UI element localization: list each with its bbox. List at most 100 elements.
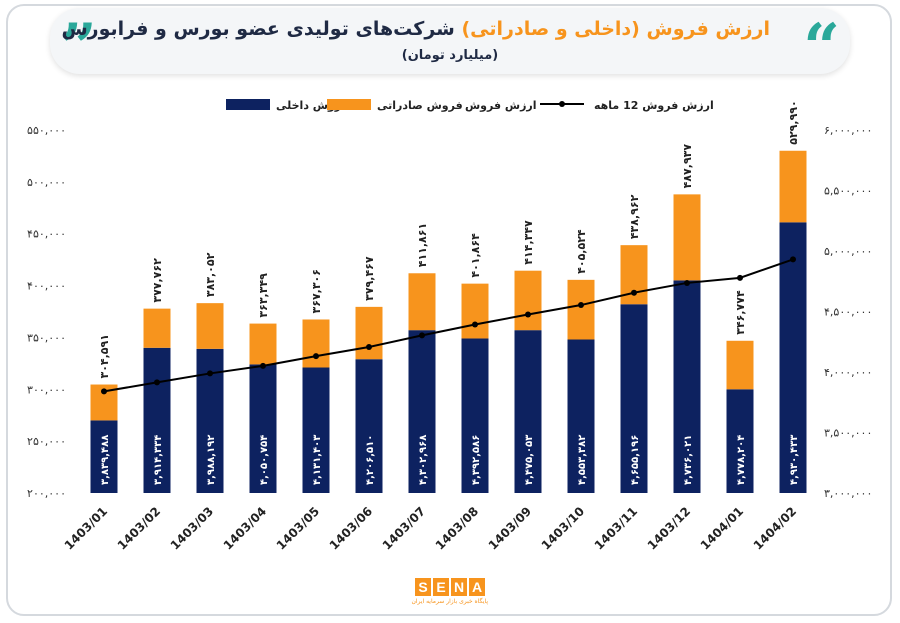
logo-letter: A [469, 578, 485, 596]
y-left-tick-label: ۴۵۰,۰۰۰ [27, 228, 66, 241]
rolling-12m-line [103, 258, 794, 393]
bar-domestic [249, 364, 277, 493]
rolling-data-label: ۴,۶۵۵,۱۹۶ [630, 435, 641, 485]
total-data-label: ۳۰۴,۵۹۱ [98, 334, 111, 378]
bar-export [673, 194, 701, 281]
bar-export [355, 306, 383, 360]
sena-logo: S E N A پایگاه خبری بازار سرمایه ایران [411, 578, 488, 605]
total-data-label: ۵۲۹,۹۹۰ [787, 100, 800, 144]
bar-export [567, 279, 595, 340]
y-right-tick-label: ۴,۵۰۰,۰۰۰ [824, 306, 872, 319]
bar-domestic [779, 222, 807, 493]
rolling-data-label: ۴,۱۳۱,۴۰۳ [312, 435, 323, 485]
total-data-label: ۴۰۱,۸۶۴ [469, 233, 482, 278]
bar-export [726, 340, 754, 390]
x-tick-label: 1403/08 [433, 504, 481, 552]
y-right-tick-label: ۶,۰۰۰,۰۰۰ [824, 124, 872, 137]
total-data-label: ۴۱۴,۳۴۷ [522, 220, 535, 265]
rolling-12m-point [578, 302, 584, 309]
rolling-12m-point [154, 379, 160, 386]
y-left-tick-label: ۵۵۰,۰۰۰ [27, 124, 66, 137]
rolling-data-label: ۴,۰۵۰,۷۵۴ [259, 435, 270, 485]
quote-mark-right-icon: “ [803, 10, 840, 85]
rolling-data-label: ۴,۲۰۶,۵۱۰ [365, 435, 376, 485]
rolling-12m-point [631, 289, 637, 296]
chart-subtitle: (میلیارد تومان) [401, 48, 499, 63]
rolling-12m-point [101, 388, 107, 395]
x-tick-label: 1403/10 [539, 504, 587, 552]
y-left-tick-label: ۳۰۰,۰۰۰ [27, 383, 66, 396]
legend-swatch-export [327, 99, 371, 110]
x-tick-label: 1403/12 [645, 504, 693, 552]
chart-title: ارزش فروش (داخلی و صادراتی) شرکت‌های تول… [61, 18, 770, 40]
bar-domestic [408, 330, 436, 493]
rolling-data-label: ۴,۹۳۰,۴۳۳ [789, 435, 800, 485]
rolling-data-label: ۴,۷۳۶,۰۲۱ [683, 435, 694, 485]
x-tick-label: 1403/07 [380, 504, 428, 552]
legend-swatch-domestic [226, 99, 270, 110]
rolling-12m-point [737, 274, 743, 281]
rolling-data-label: ۳,۹۸۸,۱۹۲ [206, 435, 217, 485]
logo-letter: N [451, 578, 467, 596]
x-tick-label: 1403/04 [221, 504, 269, 552]
rolling-12m-point [419, 332, 425, 339]
total-data-label: ۳۶۷,۳۰۶ [310, 269, 323, 313]
legend-label-export: فروش صادراتی [377, 99, 463, 112]
y-left-tick-label: ۴۰۰,۰۰۰ [27, 280, 66, 293]
x-tick-label: 1404/02 [751, 504, 799, 552]
chart-title-highlight: ارزش فروش (داخلی و صادراتی) [461, 18, 770, 40]
logo-letter: E [433, 578, 449, 596]
bar-domestic [143, 347, 171, 493]
rolling-12m-point [313, 353, 319, 360]
bar-export [779, 150, 807, 223]
rolling-12m-point [472, 321, 478, 328]
bar-domestic [726, 389, 754, 493]
rolling-data-label: ۳,۸۳۹,۴۸۸ [100, 435, 111, 485]
bar-domestic [620, 304, 648, 493]
rolling-data-label: ۴,۷۷۸,۲۰۴ [736, 435, 747, 485]
rolling-data-label: ۴,۳۹۲,۵۸۶ [471, 435, 482, 485]
chart-title-rest: شرکت‌های تولیدی عضو بورس و فرابورس [61, 18, 455, 40]
rolling-12m-point [790, 256, 796, 263]
x-tick-label: 1403/06 [327, 504, 375, 552]
rolling-12m-point [207, 370, 213, 377]
rolling-data-label: ۴,۳۰۲,۹۶۸ [418, 435, 429, 485]
bar-domestic [461, 338, 489, 493]
bar-export [514, 270, 542, 331]
total-data-label: ۳۸۳,۰۵۲ [204, 252, 217, 297]
total-data-label: ۳۴۶,۷۷۴ [734, 290, 747, 335]
bar-export [249, 323, 277, 365]
rolling-data-label: ۴,۵۵۳,۳۸۲ [577, 435, 588, 485]
y-left-tick-label: ۵۰۰,۰۰۰ [27, 176, 66, 189]
y-left-tick-label: ۳۵۰,۰۰۰ [27, 331, 66, 344]
legend-label-total: ارزش فروش [465, 99, 537, 112]
chart-header: “ ” ارزش فروش (داخلی و صادراتی) شرکت‌های… [50, 8, 850, 80]
y-left-tick-label: ۲۵۰,۰۰۰ [27, 435, 66, 448]
bar-domestic [302, 367, 330, 493]
bar-domestic [514, 330, 542, 493]
legend-label-rolling: ارزش فروش 12 ماهه [594, 99, 714, 112]
x-tick-label: 1403/02 [115, 504, 163, 552]
y-right-tick-label: ۵,۵۰۰,۰۰۰ [824, 185, 872, 198]
bar-export [143, 308, 171, 348]
bar-domestic [567, 339, 595, 493]
logo-letter: S [415, 578, 431, 596]
x-tick-label: 1403/11 [592, 504, 640, 552]
rolling-12m-point [260, 362, 266, 369]
x-tick-label: 1403/01 [62, 504, 110, 552]
bar-domestic [355, 359, 383, 493]
quote-mark-left-icon: ” [60, 10, 97, 85]
y-right-tick-label: ۴,۰۰۰,۰۰۰ [824, 366, 872, 379]
total-data-label: ۴۳۸,۹۶۲ [628, 194, 641, 239]
logo-tagline: پایگاه خبری بازار سرمایه ایران [411, 598, 488, 605]
total-data-label: ۳۷۷,۷۶۲ [151, 258, 164, 303]
x-tick-label: 1403/03 [168, 504, 216, 552]
y-left-tick-label: ۲۰۰,۰۰۰ [27, 487, 66, 500]
total-data-label: ۳۶۳,۳۴۹ [257, 273, 270, 318]
total-data-label: ۴۸۷,۹۳۷ [681, 144, 694, 189]
bar-export [461, 283, 489, 339]
y-right-tick-label: ۳,۵۰۰,۰۰۰ [824, 427, 872, 440]
bar-export [408, 273, 436, 331]
bar-export [196, 303, 224, 349]
